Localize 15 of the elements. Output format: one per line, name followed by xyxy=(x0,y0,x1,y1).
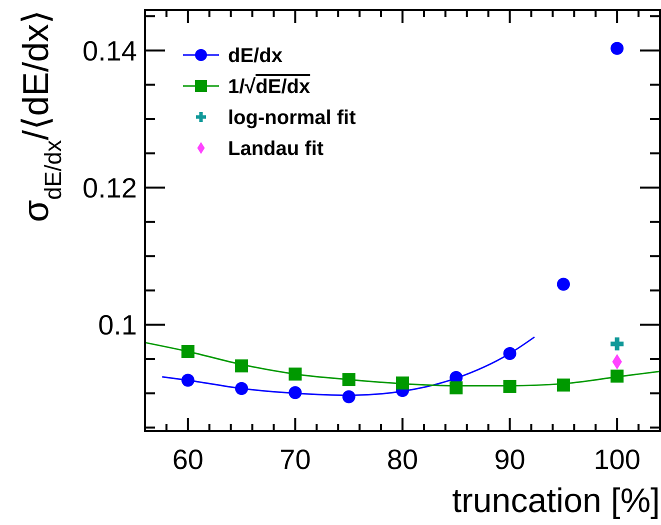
point xyxy=(610,42,624,55)
y-tick-label: 0.1 xyxy=(98,310,137,341)
x-tick-label: 80 xyxy=(386,444,418,475)
x-tick-label: 70 xyxy=(280,444,311,475)
x-tick-label: 60 xyxy=(172,444,204,475)
legend-label: Landau fit xyxy=(228,138,324,160)
legend-label: log-normal fit xyxy=(228,107,356,129)
x-axis-title: truncation [%] xyxy=(452,482,660,520)
point xyxy=(556,278,570,291)
legend-label: 1/√dE/dx xyxy=(228,76,310,98)
legend-label: dE/dx xyxy=(228,45,282,67)
y-tick-label: 0.14 xyxy=(82,35,137,66)
y-tick-label: 0.12 xyxy=(82,172,137,204)
x-tick-label: 100 xyxy=(594,444,640,475)
x-tick-label: 90 xyxy=(494,444,526,475)
